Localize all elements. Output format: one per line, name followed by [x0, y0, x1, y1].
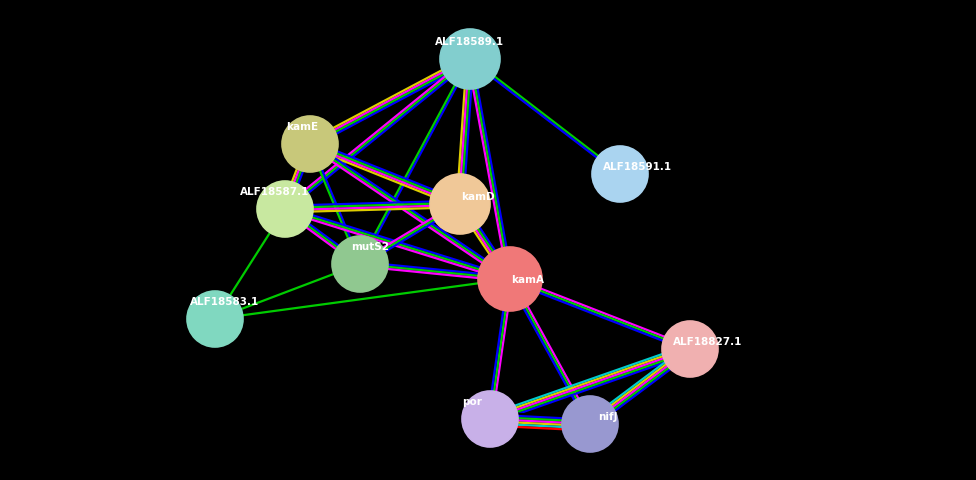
Circle shape [562, 396, 618, 452]
Text: ALF18583.1: ALF18583.1 [190, 296, 260, 306]
Text: kamD: kamD [462, 192, 495, 202]
Circle shape [282, 117, 338, 173]
Circle shape [332, 237, 388, 292]
Text: kamA: kamA [511, 275, 545, 285]
Circle shape [440, 30, 500, 90]
Circle shape [462, 391, 518, 447]
Text: nifJ: nifJ [598, 411, 618, 421]
Circle shape [187, 291, 243, 347]
Circle shape [478, 248, 542, 312]
Circle shape [430, 175, 490, 235]
Text: ALF18587.1: ALF18587.1 [240, 187, 309, 197]
Circle shape [662, 321, 718, 377]
Text: ALF18589.1: ALF18589.1 [435, 37, 505, 47]
Text: ALF18591.1: ALF18591.1 [603, 162, 672, 172]
Text: ALF18827.1: ALF18827.1 [673, 336, 743, 346]
Text: mutS2: mutS2 [351, 241, 389, 252]
Text: por: por [462, 396, 482, 406]
Circle shape [592, 147, 648, 203]
Circle shape [257, 181, 313, 238]
Text: kamE: kamE [286, 122, 318, 132]
